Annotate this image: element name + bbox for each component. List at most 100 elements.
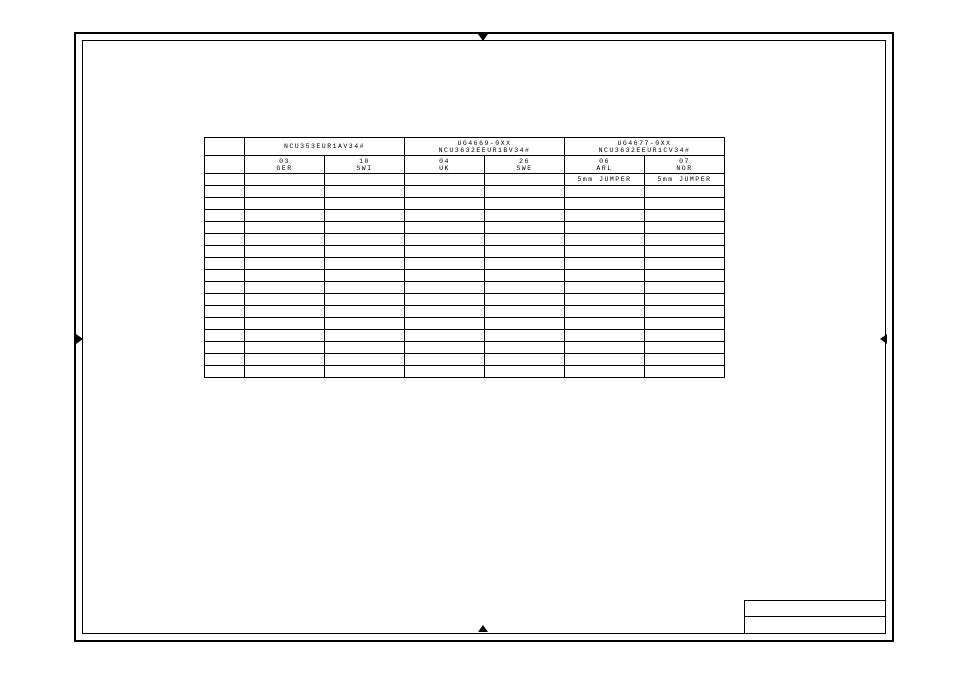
table-cell: [485, 210, 565, 222]
table-cell: [405, 366, 485, 378]
table-cell: [325, 294, 405, 306]
table-cell: [565, 258, 645, 270]
title-block: [744, 600, 886, 634]
title-block-row: [745, 617, 885, 633]
table-row: NCU353EUR1AV34# UG4669-0XX NCU3632EEUR1B…: [205, 138, 725, 156]
table-cell: [205, 234, 245, 246]
table-cell: [325, 306, 405, 318]
table-cell: [205, 198, 245, 210]
table-cell: [205, 210, 245, 222]
table-cell: [485, 186, 565, 198]
table-row: [205, 282, 725, 294]
table-cell: [205, 366, 245, 378]
table-cell: [245, 210, 325, 222]
table-cell: [325, 330, 405, 342]
table-cell: [565, 366, 645, 378]
center-marker-left-icon: [76, 334, 83, 344]
table-row: [205, 234, 725, 246]
group-header-top: UG4669-0XX: [405, 140, 564, 147]
table-cell: [565, 318, 645, 330]
table-cell: [405, 174, 485, 186]
table-cell: [645, 294, 725, 306]
table-cell: [645, 342, 725, 354]
center-marker-bottom-icon: [478, 625, 488, 632]
table-cell: [405, 186, 485, 198]
table-cell: [205, 318, 245, 330]
table-cell: [245, 366, 325, 378]
table-cell: [245, 294, 325, 306]
table-cell: [565, 210, 645, 222]
table-cell: [645, 306, 725, 318]
group-header-cell: NCU353EUR1AV34#: [245, 138, 405, 156]
table-cell: [565, 306, 645, 318]
table-cell: [245, 354, 325, 366]
table-cell: [565, 330, 645, 342]
table-row: [205, 258, 725, 270]
table-cell: [245, 330, 325, 342]
table-row: [205, 318, 725, 330]
table-cell: [245, 246, 325, 258]
group-header-cell: UG4669-0XX NCU3632EEUR1BV34#: [405, 138, 565, 156]
table-cell: [325, 198, 405, 210]
table-cell: [405, 330, 485, 342]
table-cell: [245, 258, 325, 270]
table-cell: [645, 186, 725, 198]
group-header-bottom: NCU3632EEUR1CV34#: [565, 147, 724, 154]
table-cell: [205, 282, 245, 294]
table-cell: [205, 306, 245, 318]
table-cell: [565, 342, 645, 354]
table-cell: [485, 222, 565, 234]
table-row: [205, 270, 725, 282]
table-cell: [565, 282, 645, 294]
table-cell: [325, 186, 405, 198]
table-cell: [405, 222, 485, 234]
table-cell: [245, 282, 325, 294]
table-cell: [645, 282, 725, 294]
group-header-bottom: NCU3632EEUR1BV34#: [405, 147, 564, 154]
sub-header-name: GER: [245, 165, 324, 172]
table-cell: [565, 186, 645, 198]
sub-header-cell: 04 UK: [405, 156, 485, 174]
table-cell: [405, 210, 485, 222]
sub-header-code: 07: [645, 158, 724, 165]
table-cell: [245, 306, 325, 318]
table-row: [205, 354, 725, 366]
table-cell: [325, 174, 405, 186]
sub-header-cell: 26 SWE: [485, 156, 565, 174]
table-cell: [205, 342, 245, 354]
table-row: [205, 366, 725, 378]
table-cell: [325, 342, 405, 354]
sub-header-name: SWI: [325, 165, 404, 172]
table-row: [205, 222, 725, 234]
table-cell: [485, 234, 565, 246]
sub-header-cell: 10 SWI: [325, 156, 405, 174]
table-cell: [245, 318, 325, 330]
table-cell: [485, 294, 565, 306]
table-cell: [205, 174, 245, 186]
table-cell: [645, 330, 725, 342]
table-cell: [205, 330, 245, 342]
table-cell: [205, 270, 245, 282]
group-header-cell: UG4677-0XX NCU3632EEUR1CV34#: [565, 138, 725, 156]
table-cell: [565, 294, 645, 306]
table-row: 5mm JUMPER5mm JUMPER: [205, 174, 725, 186]
table-cell: [205, 246, 245, 258]
table-cell: [205, 186, 245, 198]
table-cell: [405, 270, 485, 282]
sub-header-name: NOR: [645, 165, 724, 172]
table-cell: [245, 270, 325, 282]
group-header-bottom: NCU353EUR1AV34#: [245, 143, 404, 150]
table-cell: [245, 342, 325, 354]
table-cell: [205, 258, 245, 270]
table-row: [205, 198, 725, 210]
sub-header-code: 04: [405, 158, 484, 165]
table-cell: [565, 354, 645, 366]
table-cell: [405, 246, 485, 258]
center-marker-top-icon: [478, 34, 488, 41]
table-cell: [325, 234, 405, 246]
table-body: 5mm JUMPER5mm JUMPER: [205, 174, 725, 378]
sub-header-code: 06: [565, 158, 644, 165]
table-cell: 5mm JUMPER: [645, 174, 725, 186]
table-cell: [325, 366, 405, 378]
table-cell: [645, 246, 725, 258]
